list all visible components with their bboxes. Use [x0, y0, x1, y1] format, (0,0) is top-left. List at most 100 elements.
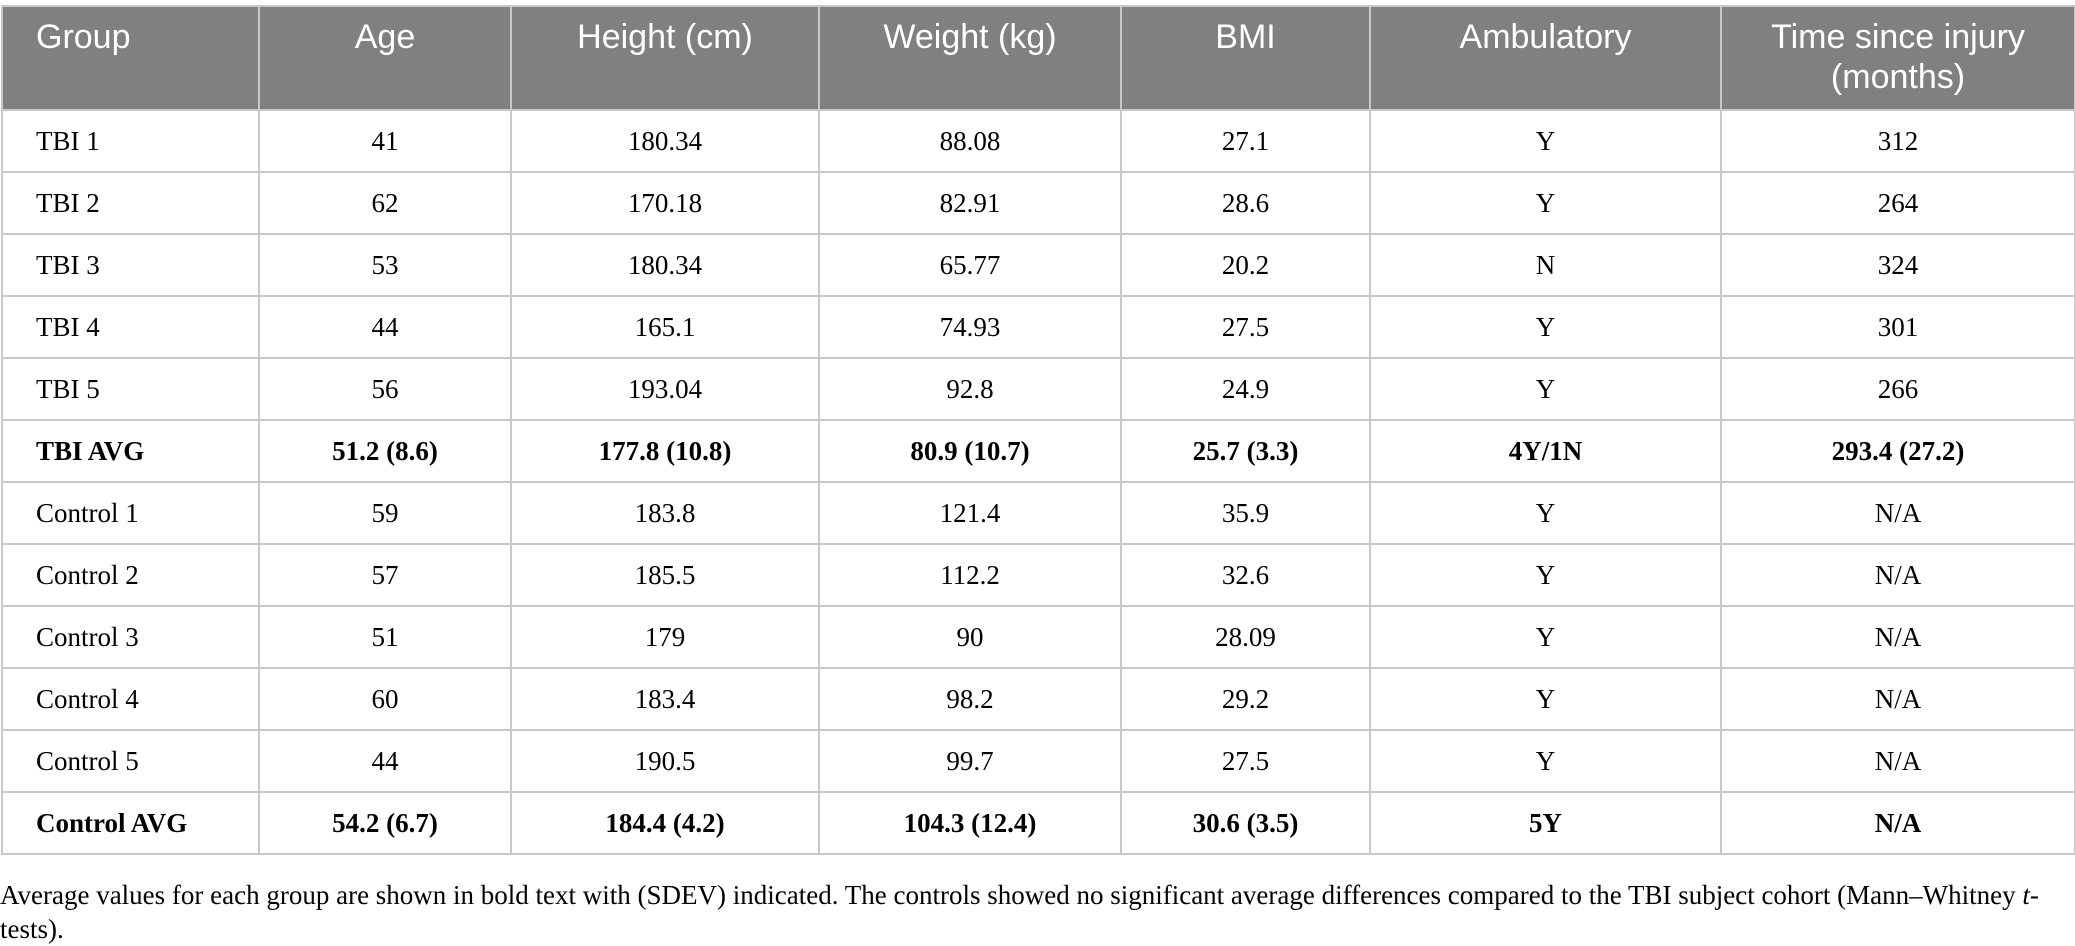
cell-ambulatory: 5Y: [1369, 791, 1722, 855]
table-row: Control 4 60 183.4 98.2 29.2 Y N/A: [1, 667, 2075, 731]
cell-weight: 74.93: [818, 295, 1122, 359]
table-row-average: TBI AVG 51.2 (8.6) 177.8 (10.8) 80.9 (10.7)…: [1, 419, 2075, 483]
cell-age: 44: [258, 295, 512, 359]
cell-group: TBI 3: [1, 233, 260, 297]
cell-height: 190.5: [510, 729, 820, 793]
table-row: Control 2 57 185.5 112.2 32.6 Y N/A: [1, 543, 2075, 607]
cell-bmi: 32.6: [1120, 543, 1371, 607]
cell-bmi: 35.9: [1120, 481, 1371, 545]
cell-height: 183.4: [510, 667, 820, 731]
header-height: Height (cm): [510, 5, 820, 111]
cell-time-since-injury: N/A: [1720, 729, 2075, 793]
cell-weight: 121.4: [818, 481, 1122, 545]
cell-time-since-injury: N/A: [1720, 605, 2075, 669]
cell-time-since-injury: 312: [1720, 109, 2075, 173]
cell-height: 193.04: [510, 357, 820, 421]
cell-ambulatory: Y: [1369, 171, 1722, 235]
cell-age: 51: [258, 605, 512, 669]
cell-bmi: 30.6 (3.5): [1120, 791, 1371, 855]
header-group: Group: [1, 5, 260, 111]
cell-age: 60: [258, 667, 512, 731]
cell-height: 177.8 (10.8): [510, 419, 820, 483]
table-row: TBI 5 56 193.04 92.8 24.9 Y 266: [1, 357, 2075, 421]
cell-time-since-injury: N/A: [1720, 543, 2075, 607]
header-bmi: BMI: [1120, 5, 1371, 111]
caption-text-end: -tests).: [0, 880, 2039, 944]
cell-bmi: 28.09: [1120, 605, 1371, 669]
cell-bmi: 24.9: [1120, 357, 1371, 421]
cell-age: 57: [258, 543, 512, 607]
cell-height: 183.8: [510, 481, 820, 545]
cell-weight: 80.9 (10.7): [818, 419, 1122, 483]
cell-weight: 92.8: [818, 357, 1122, 421]
cell-weight: 90: [818, 605, 1122, 669]
cell-age: 53: [258, 233, 512, 297]
cell-ambulatory: Y: [1369, 667, 1722, 731]
table-row: Control 3 51 179 90 28.09 Y N/A: [1, 605, 2075, 669]
cell-age: 56: [258, 357, 512, 421]
table-row: Control 5 44 190.5 99.7 27.5 Y N/A: [1, 729, 2075, 793]
cell-bmi: 28.6: [1120, 171, 1371, 235]
cell-height: 179: [510, 605, 820, 669]
cell-group: Control AVG: [1, 791, 260, 855]
table-figure: Group Age Height (cm) Weight (kg) BMI Am…: [0, 5, 2075, 944]
header-time-since-injury: Time since injury (months): [1720, 5, 2075, 111]
cell-ambulatory: Y: [1369, 605, 1722, 669]
cell-bmi: 29.2: [1120, 667, 1371, 731]
caption-italic: t: [2022, 880, 2030, 910]
cell-group: Control 2: [1, 543, 260, 607]
header-weight: Weight (kg): [818, 5, 1122, 111]
table-row: TBI 1 41 180.34 88.08 27.1 Y 312: [1, 109, 2075, 173]
header-row: Group Age Height (cm) Weight (kg) BMI Am…: [1, 5, 2075, 111]
cell-bmi: 27.5: [1120, 295, 1371, 359]
cell-time-since-injury: 324: [1720, 233, 2075, 297]
cell-ambulatory: Y: [1369, 295, 1722, 359]
cell-time-since-injury: N/A: [1720, 791, 2075, 855]
cell-height: 170.18: [510, 171, 820, 235]
cell-weight: 99.7: [818, 729, 1122, 793]
cell-time-since-injury: 266: [1720, 357, 2075, 421]
table-row: TBI 2 62 170.18 82.91 28.6 Y 264: [1, 171, 2075, 235]
header-ambulatory: Ambulatory: [1369, 5, 1722, 111]
cell-weight: 112.2: [818, 543, 1122, 607]
header-age: Age: [258, 5, 512, 111]
cell-group: TBI AVG: [1, 419, 260, 483]
cell-time-since-injury: 301: [1720, 295, 2075, 359]
cell-age: 51.2 (8.6): [258, 419, 512, 483]
cell-ambulatory: N: [1369, 233, 1722, 297]
cell-ambulatory: Y: [1369, 729, 1722, 793]
cell-ambulatory: 4Y/1N: [1369, 419, 1722, 483]
cell-age: 62: [258, 171, 512, 235]
cell-ambulatory: Y: [1369, 357, 1722, 421]
cell-ambulatory: Y: [1369, 481, 1722, 545]
cell-weight: 98.2: [818, 667, 1122, 731]
cell-height: 180.34: [510, 109, 820, 173]
cell-group: TBI 5: [1, 357, 260, 421]
cell-height: 165.1: [510, 295, 820, 359]
cell-age: 44: [258, 729, 512, 793]
cell-time-since-injury: 293.4 (27.2): [1720, 419, 2075, 483]
cell-bmi: 27.1: [1120, 109, 1371, 173]
cell-time-since-injury: N/A: [1720, 481, 2075, 545]
cell-group: TBI 1: [1, 109, 260, 173]
table-row: Control 1 59 183.8 121.4 35.9 Y N/A: [1, 481, 2075, 545]
table-row: TBI 3 53 180.34 65.77 20.2 N 324: [1, 233, 2075, 297]
cell-bmi: 20.2: [1120, 233, 1371, 297]
cell-bmi: 25.7 (3.3): [1120, 419, 1371, 483]
caption-text: Average values for each group are shown …: [0, 880, 2023, 910]
cell-group: Control 4: [1, 667, 260, 731]
data-table: Group Age Height (cm) Weight (kg) BMI Am…: [1, 5, 2075, 855]
cell-weight: 88.08: [818, 109, 1122, 173]
table-body: TBI 1 41 180.34 88.08 27.1 Y 312 TBI 2 62 170.18 8…: [1, 109, 2075, 855]
cell-height: 180.34: [510, 233, 820, 297]
table-header: Group Age Height (cm) Weight (kg) BMI Am…: [1, 5, 2075, 111]
cell-group: Control 1: [1, 481, 260, 545]
cell-group: TBI 2: [1, 171, 260, 235]
cell-ambulatory: Y: [1369, 543, 1722, 607]
cell-age: 59: [258, 481, 512, 545]
cell-group: TBI 4: [1, 295, 260, 359]
cell-age: 54.2 (6.7): [258, 791, 512, 855]
cell-time-since-injury: N/A: [1720, 667, 2075, 731]
cell-time-since-injury: 264: [1720, 171, 2075, 235]
cell-bmi: 27.5: [1120, 729, 1371, 793]
